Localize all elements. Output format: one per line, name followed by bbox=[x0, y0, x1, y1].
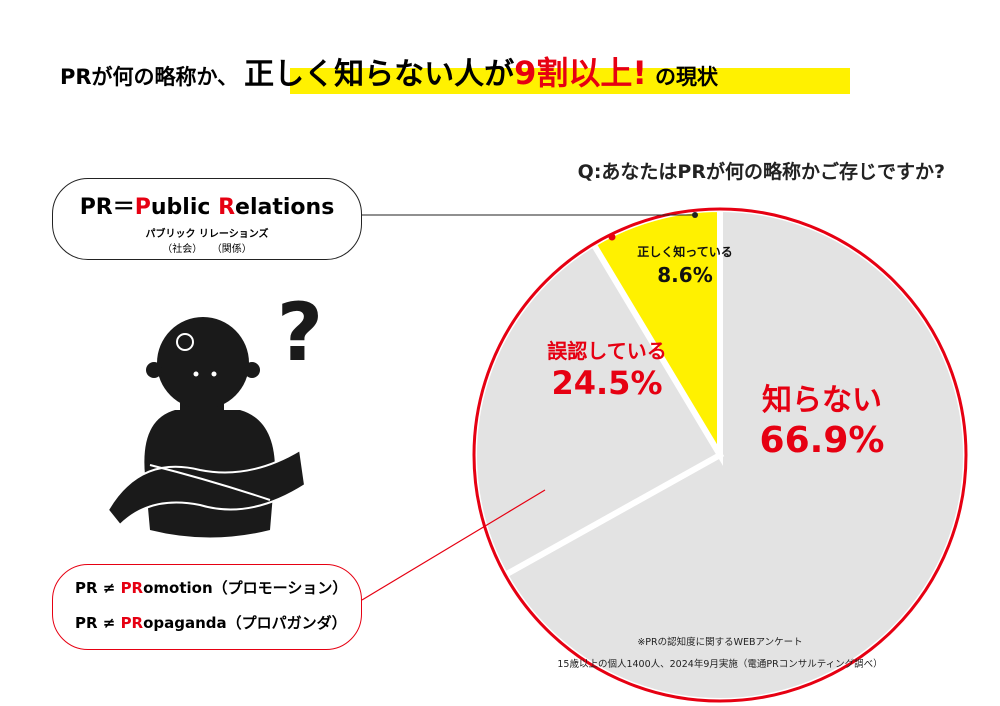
text: R bbox=[218, 195, 236, 220]
chart-title: Q:あなたはPRが何の略称かご存じですか? bbox=[578, 160, 945, 183]
title-accent: 9割以上! bbox=[514, 54, 647, 92]
svg-text:?: ? bbox=[277, 286, 323, 379]
title: PRが何の略称か、 正しく知らない人が9割以上! の現状 bbox=[60, 54, 719, 92]
text: （関係） bbox=[211, 244, 252, 255]
text: PR ≠ bbox=[75, 579, 121, 597]
leader-dot bbox=[692, 212, 698, 218]
text: opaganda（プロパガンダ） bbox=[143, 614, 347, 632]
leader-dot bbox=[608, 233, 616, 241]
text: （社会） bbox=[162, 244, 203, 255]
text: omotion（プロモーション） bbox=[143, 579, 348, 597]
footnote-line: ※PRの認知度に関するWEBアンケート bbox=[637, 637, 803, 648]
footnote-line: 15歳以上の個人1400人、2024年9月実施（電通PRコンサルティング調べ） bbox=[557, 659, 883, 670]
title-part: の現状 bbox=[655, 65, 719, 89]
text: P bbox=[134, 195, 151, 220]
text: PR ≠ bbox=[75, 614, 121, 632]
text: PR bbox=[120, 614, 144, 632]
footnote: ※PRの認知度に関するWEBアンケート 15歳以上の個人1400人、2024年9… bbox=[520, 632, 920, 676]
definition-reading: パブリック リレーションズ bbox=[145, 229, 269, 240]
text: ublic bbox=[150, 195, 219, 220]
slice-label: 知らない bbox=[762, 383, 882, 418]
leader-line bbox=[361, 489, 546, 601]
title-part: PRが何の略称か、 bbox=[60, 65, 238, 89]
text: PR＝ bbox=[79, 195, 135, 220]
definition-title: PR＝Public Relations bbox=[53, 189, 361, 221]
misconception: PR ≠ PRopaganda（プロパガンダ） bbox=[75, 612, 361, 633]
slice-label: 正しく知っている bbox=[637, 244, 732, 259]
slice-label: 誤認している bbox=[547, 339, 666, 363]
pie-outline bbox=[472, 207, 968, 703]
title-highlight-text: 正しく知らない人が bbox=[244, 57, 514, 92]
text: elations bbox=[235, 195, 335, 220]
value-label: 24.5% bbox=[551, 364, 662, 402]
person-illustration: ? bbox=[106, 286, 323, 538]
definition-gloss: （社会） （関係） bbox=[53, 240, 361, 255]
misconception-box: PR ≠ PRomotion（プロモーション） PR ≠ PRopaganda（… bbox=[52, 564, 362, 650]
title-highlight bbox=[290, 68, 850, 94]
text: PR bbox=[120, 579, 144, 597]
misconception: PR ≠ PRomotion（プロモーション） bbox=[75, 577, 361, 598]
value-label: 8.6% bbox=[657, 263, 712, 287]
definition-box: PR＝Public Relations パブリック リレーションズ （社会） （… bbox=[52, 178, 362, 260]
value-label: 66.9% bbox=[760, 420, 885, 461]
